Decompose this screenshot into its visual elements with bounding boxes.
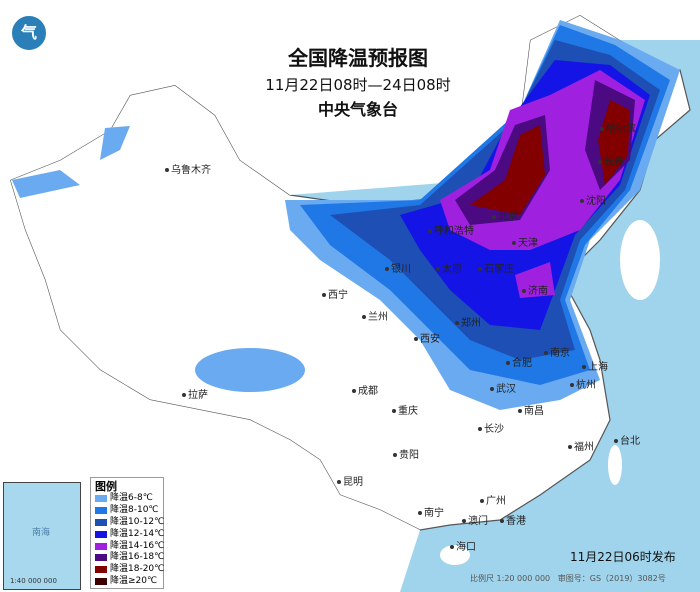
city-label: 太原 [436, 264, 462, 276]
legend-label: 降温14-16℃ [110, 540, 165, 551]
legend-swatch [95, 542, 107, 550]
city-label: 武汉 [490, 384, 516, 396]
legend-swatch [95, 554, 107, 562]
legend-label: 降温6-8℃ [110, 493, 153, 504]
legend-label: 降温12-14℃ [110, 528, 165, 539]
city-label: 哈尔滨 [600, 124, 636, 136]
legend-item: 降温16-18℃ [95, 552, 164, 564]
city-label: 昆明 [337, 477, 363, 489]
legend-item: 降温18-20℃ [95, 564, 164, 576]
city-label: 上海 [582, 362, 608, 374]
city-label: 重庆 [392, 406, 418, 418]
city-label: 郑州 [455, 318, 481, 330]
legend-label: 降温18-20℃ [110, 564, 165, 575]
land-taiwan [608, 445, 622, 485]
city-label: 天津 [512, 238, 538, 250]
organization: 中央气象台 [317, 100, 398, 119]
inset-sea-label: 南海 [32, 528, 51, 538]
south-china-sea-inset: 南海 1:40 000 000 [3, 482, 81, 590]
scale: 比例尺 1:20 000 000 [470, 574, 551, 583]
city-label: 长春 [598, 157, 624, 169]
legend-title: 图例 [95, 480, 117, 493]
cooling-6-8-xinjiang [12, 126, 130, 198]
legend-label: 降温16-18℃ [110, 552, 165, 563]
legend-item: 降温≥20℃ [95, 576, 159, 588]
city-label: 石家庄 [478, 264, 514, 276]
city-label: 西安 [414, 334, 440, 346]
city-label: 成都 [352, 386, 378, 398]
city-label: 西宁 [322, 290, 348, 302]
land-north [0, 0, 700, 195]
city-label: 兰州 [362, 312, 388, 324]
review-number: 审图号：GS（2019）3082号 [557, 574, 666, 583]
city-label: 银川 [385, 264, 411, 276]
legend-item: 降温12-14℃ [95, 528, 164, 540]
legend-swatch [95, 518, 107, 526]
city-label: 贵阳 [393, 450, 419, 462]
city-label: 福州 [568, 442, 594, 454]
city-label: 广州 [480, 496, 506, 508]
city-label: 海口 [450, 542, 476, 554]
legend-item: 降温6-8℃ [95, 493, 159, 505]
city-label: 南昌 [518, 406, 544, 418]
city-label: 南宁 [418, 508, 444, 520]
map-footer: 比例尺 1:20 000 000 审图号：GS（2019）3082号 [470, 574, 666, 584]
legend: 图例 降温6-8℃ 降温8-10℃ 降温10-12℃ 降温12-14℃ 降温14-16℃… [90, 477, 164, 589]
legend-swatch [95, 495, 107, 503]
inset-scale: 1:40 000 000 [10, 577, 57, 585]
issue-time: 11月22日06时发布 [570, 550, 676, 564]
city-label: 香港 [500, 516, 526, 528]
cooling-6-8-tibet [195, 348, 305, 392]
city-label: 杭州 [570, 380, 596, 392]
legend-label: 降温≥20℃ [110, 575, 158, 586]
city-label: 澳门 [462, 516, 488, 528]
land-korea [620, 220, 660, 300]
legend-item: 降温10-12℃ [95, 517, 164, 529]
map-title: 全国降温预报图 [288, 46, 428, 70]
cma-logo: 气 [10, 14, 48, 52]
city-label: 合肥 [506, 358, 532, 370]
city-label: 呼和浩特 [428, 226, 474, 238]
legend-swatch [95, 577, 107, 585]
legend-swatch [95, 530, 107, 538]
legend-label: 降温10-12℃ [110, 516, 165, 527]
cooling-18-20 [470, 100, 630, 215]
city-label: 拉萨 [182, 390, 208, 402]
legend-item: 降温8-10℃ [95, 505, 159, 517]
city-label: 长沙 [478, 424, 504, 436]
legend-label: 降温8-10℃ [110, 505, 159, 516]
city-label: 济南 [522, 286, 548, 298]
forecast-period: 11月22日08时—24日08时 [265, 76, 451, 94]
legend-swatch [95, 507, 107, 515]
legend-item: 降温14-16℃ [95, 540, 164, 552]
city-label: 南京 [544, 348, 570, 360]
city-label: 沈阳 [580, 196, 606, 208]
legend-swatch [95, 566, 107, 574]
city-label: 乌鲁木齐 [165, 165, 211, 177]
city-label: 台北 [614, 436, 640, 448]
city-label: 北京 [492, 212, 518, 224]
